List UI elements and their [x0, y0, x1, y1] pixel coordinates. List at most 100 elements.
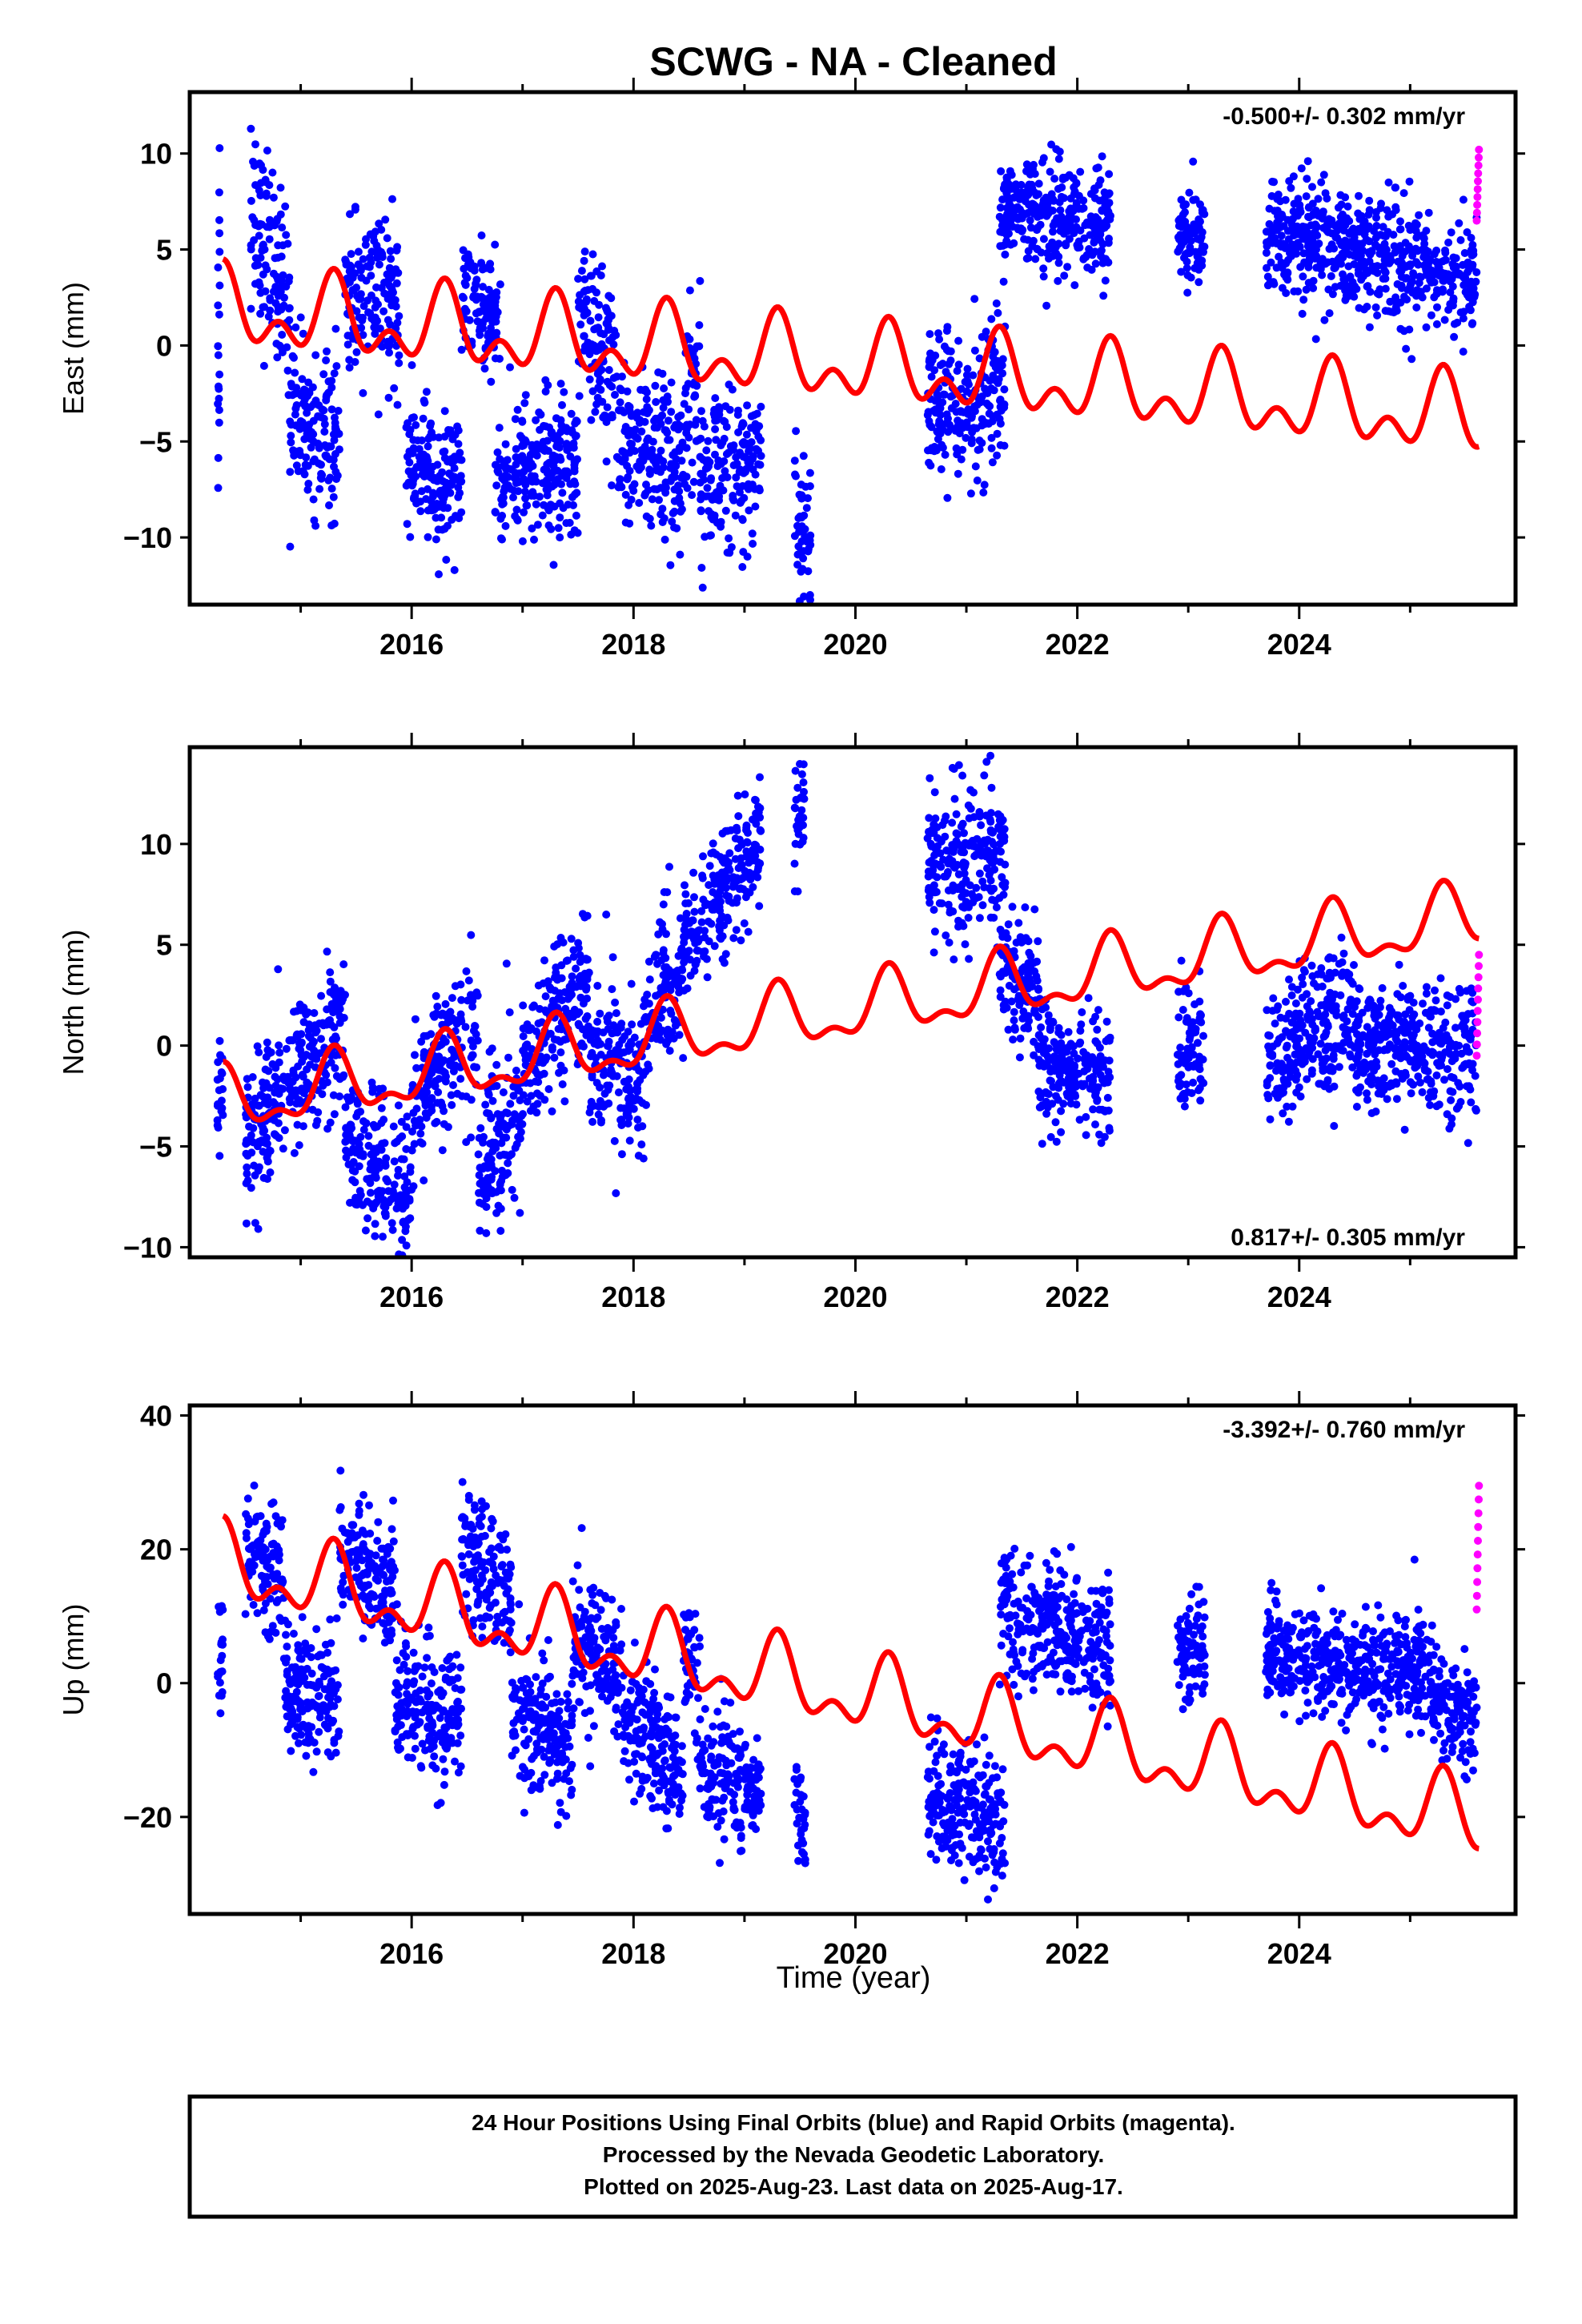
data-point: [666, 561, 675, 569]
data-point: [800, 511, 809, 520]
data-point: [472, 292, 481, 301]
data-point: [1174, 1013, 1183, 1022]
data-point: [295, 447, 304, 455]
data-point: [491, 460, 500, 469]
data-point: [509, 1092, 518, 1100]
data-point: [261, 287, 270, 296]
data-point: [1052, 249, 1061, 258]
data-point: [1046, 1132, 1055, 1141]
data-point: [1303, 242, 1312, 251]
data-point: [436, 486, 445, 495]
data-point: [595, 367, 604, 376]
data-point: [496, 514, 505, 523]
data-point: [1371, 262, 1380, 271]
data-point: [215, 144, 224, 152]
data-point: [1050, 175, 1059, 183]
data-point: [620, 1104, 628, 1113]
data-point: [511, 415, 520, 424]
data-point: [958, 445, 967, 454]
data-point: [992, 376, 1000, 385]
data-point: [510, 1110, 519, 1119]
data-point: [503, 464, 512, 472]
data-point: [609, 340, 618, 349]
data-point: [1180, 253, 1188, 262]
data-point: [1412, 304, 1421, 312]
data-point: [411, 1051, 419, 1059]
data-point: [652, 991, 661, 1000]
data-point: [371, 329, 379, 338]
data-point: [1299, 272, 1307, 281]
data-point: [483, 297, 492, 306]
data-point: [421, 1098, 430, 1107]
data-point: [1105, 235, 1113, 243]
data-point: [364, 1132, 373, 1140]
data-point: [1010, 1007, 1018, 1016]
data-point: [433, 460, 442, 469]
data-point: [372, 283, 380, 292]
data-point: [663, 392, 672, 401]
data-point: [440, 407, 449, 416]
data-point: [499, 1088, 508, 1096]
data-point: [502, 1133, 511, 1142]
data-point: [354, 247, 363, 256]
data-point: [695, 926, 704, 935]
data-point: [1195, 278, 1203, 287]
data-point: [419, 414, 428, 423]
data-point: [701, 492, 710, 501]
data-point: [479, 1138, 488, 1147]
data-point: [934, 392, 942, 400]
data-point: [682, 472, 691, 481]
data-point: [533, 521, 542, 529]
data-point: [1467, 246, 1476, 255]
data-point: [379, 1116, 388, 1124]
data-point: [680, 934, 689, 943]
data-point: [689, 868, 698, 877]
data-point: [794, 815, 803, 824]
data-point: [1066, 204, 1075, 213]
data-point: [263, 147, 271, 155]
data-point: [1309, 283, 1318, 292]
data-point: [392, 268, 401, 277]
data-point: [596, 1084, 604, 1092]
data-point: [259, 361, 268, 370]
data-point: [1076, 226, 1085, 235]
data-point: [725, 892, 733, 901]
data-point: [304, 1031, 313, 1040]
data-point: [346, 210, 354, 219]
data-point: [1263, 242, 1271, 251]
data-point: [1062, 239, 1070, 248]
data-point: [1447, 228, 1456, 237]
data-point: [1072, 179, 1081, 187]
data-point: [1094, 1083, 1102, 1092]
data-point: [1319, 223, 1328, 232]
data-point: [962, 387, 971, 396]
data-point: [1327, 271, 1335, 280]
data-point: [1313, 223, 1321, 231]
data-point: [572, 416, 580, 425]
data-point: [486, 1140, 495, 1148]
data-point: [548, 1107, 556, 1116]
data-point: [325, 442, 334, 451]
data-point: [427, 1102, 436, 1111]
data-point: [1287, 183, 1295, 192]
data-point: [1414, 260, 1423, 269]
data-point: [644, 1064, 653, 1073]
data-point: [402, 1241, 411, 1250]
data-point: [261, 1065, 270, 1074]
data-point: [1022, 254, 1031, 263]
data-point: [970, 402, 979, 411]
data-point: [1070, 281, 1079, 290]
data-point: [571, 456, 580, 465]
data-point: [411, 1015, 420, 1023]
data-point: [957, 419, 966, 428]
data-point: [576, 982, 585, 991]
data-point: [432, 991, 440, 1000]
x-tick-label: 2020: [823, 628, 887, 661]
data-point: [673, 969, 681, 977]
data-point: [1196, 235, 1205, 244]
data-point: [717, 920, 725, 929]
data-point: [508, 1116, 517, 1125]
data-point: [247, 124, 255, 133]
data-point: [364, 1141, 373, 1150]
data-point: [554, 524, 563, 533]
